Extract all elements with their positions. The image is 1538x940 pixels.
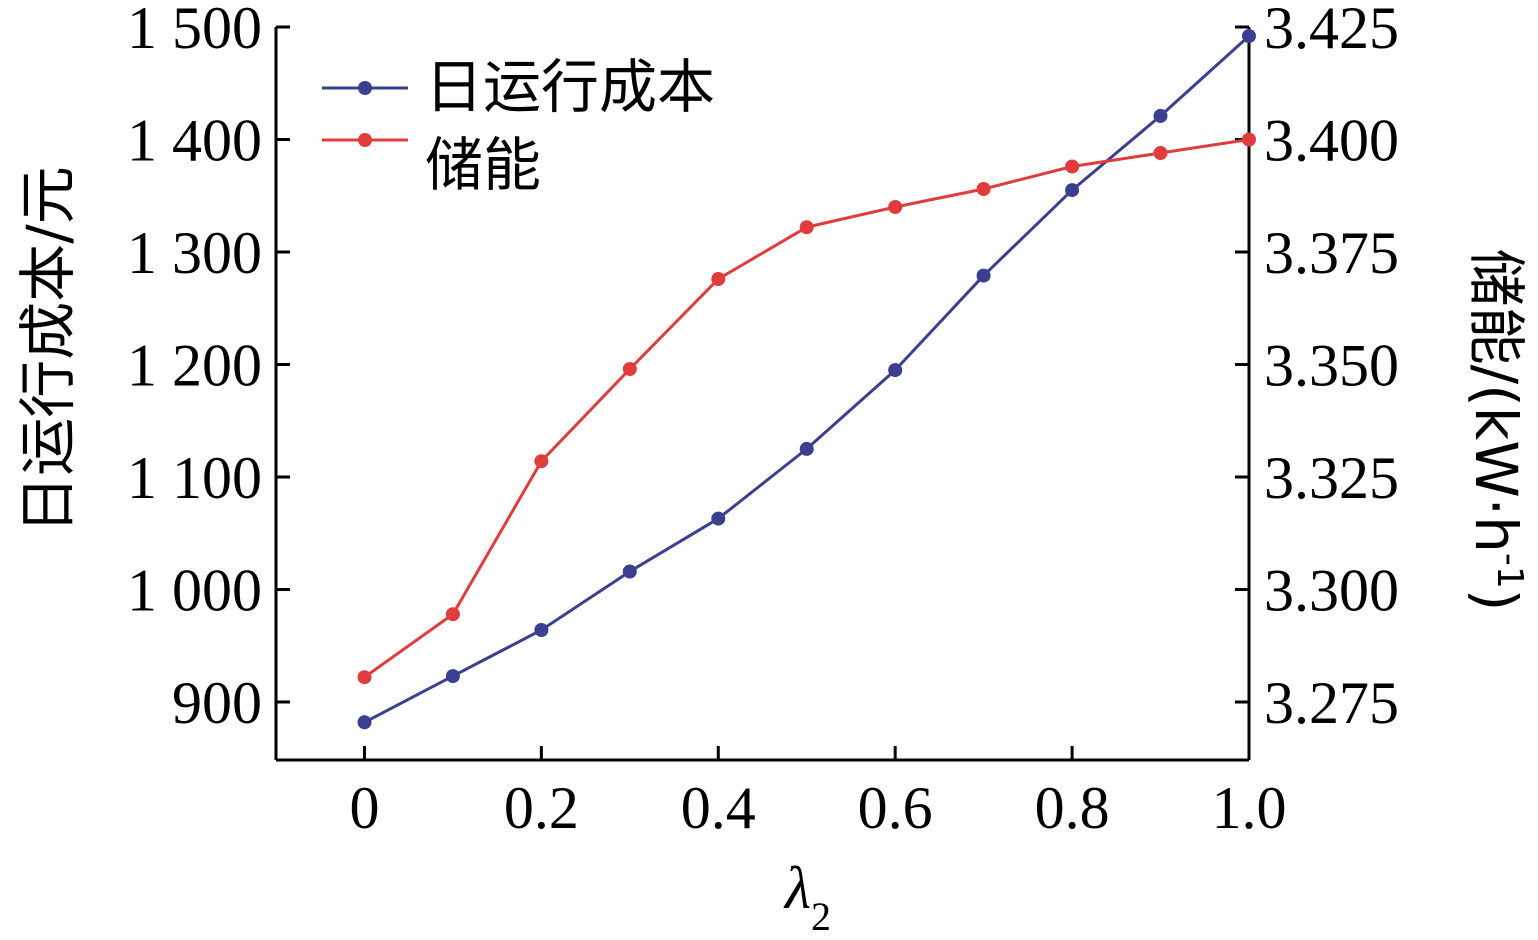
right-y-axis-title-end: ) [1462,589,1530,612]
data-point-storage [1242,132,1256,147]
data-point-storage [799,220,814,235]
left-y-tick-label: 1 000 [127,558,262,624]
data-point-storage [445,607,460,622]
data-point-storage [1153,146,1168,160]
x-tick-label: 0 [349,775,379,841]
data-point-storage [534,454,549,469]
left-y-tick-label: 1 100 [127,445,262,511]
left-y-axis-ticks: 900 1 000 1 100 1 200 1 300 1 400 1 500 [127,0,290,736]
right-y-axis-ticks: 3.275 3.300 3.325 3.350 3.375 3.400 3.425 [1235,0,1399,736]
legend-marker-storage [358,133,372,147]
x-tick-label: 0.4 [681,775,756,841]
legend: 日运行成本 储能 [322,53,715,199]
series-layer [357,29,1256,730]
x-tick-label: 0.2 [504,775,579,841]
left-y-axis-title: 日运行成本/元 [14,166,82,534]
data-point-storage [711,272,726,286]
right-y-tick-label: 3.375 [1264,220,1399,286]
data-point-cost [534,623,549,637]
data-point-cost [445,669,460,684]
right-y-tick-label: 3.300 [1264,558,1399,624]
right-y-axis-title-sup: -1 [1489,553,1530,589]
left-y-tick-label: 1 400 [127,108,262,174]
right-y-axis-title: 储能/(kW·h-1) [1462,249,1530,612]
right-y-tick-label: 3.325 [1264,445,1399,511]
left-y-tick-label: 900 [172,670,262,736]
data-point-cost [888,363,903,378]
series-line-storage [363,138,1250,679]
right-y-tick-label: 3.425 [1264,0,1399,61]
left-y-tick-label: 1 300 [127,220,262,286]
data-point-storage [622,362,637,376]
data-point-cost [711,511,726,526]
right-y-tick-label: 3.400 [1264,108,1399,174]
data-point-cost [1242,29,1256,43]
legend-marker-cost [358,81,372,95]
left-y-tick-label: 1 500 [127,0,262,61]
x-axis-title: λ2 [783,855,831,939]
data-point-cost [1065,183,1080,198]
data-point-storage [976,182,991,196]
x-axis-ticks: 0 0.2 0.4 0.6 0.8 1.0 [349,746,1287,841]
legend-label-cost: 日运行成本 [425,53,715,121]
x-tick-label: 0.8 [1035,775,1110,841]
x-tick-label: 1.0 [1212,775,1287,841]
data-point-storage [1065,159,1080,174]
data-point-storage [888,200,903,214]
left-y-tick-label: 1 200 [127,333,262,399]
data-point-cost [799,441,814,456]
data-point-cost [622,564,637,579]
x-tick-label: 0.6 [858,775,933,841]
data-point-storage [357,670,372,685]
data-point-cost [976,268,991,283]
legend-label-storage: 储能 [425,131,541,199]
data-point-cost [357,715,372,730]
data-point-cost [1153,108,1168,123]
right-y-axis-title-main: 储能/(kW·h [1462,249,1530,553]
right-y-tick-label: 3.350 [1264,333,1399,399]
right-y-tick-label: 3.275 [1264,670,1399,736]
x-axis-title-main: λ [783,855,811,921]
x-axis-title-sub: 2 [811,894,831,939]
